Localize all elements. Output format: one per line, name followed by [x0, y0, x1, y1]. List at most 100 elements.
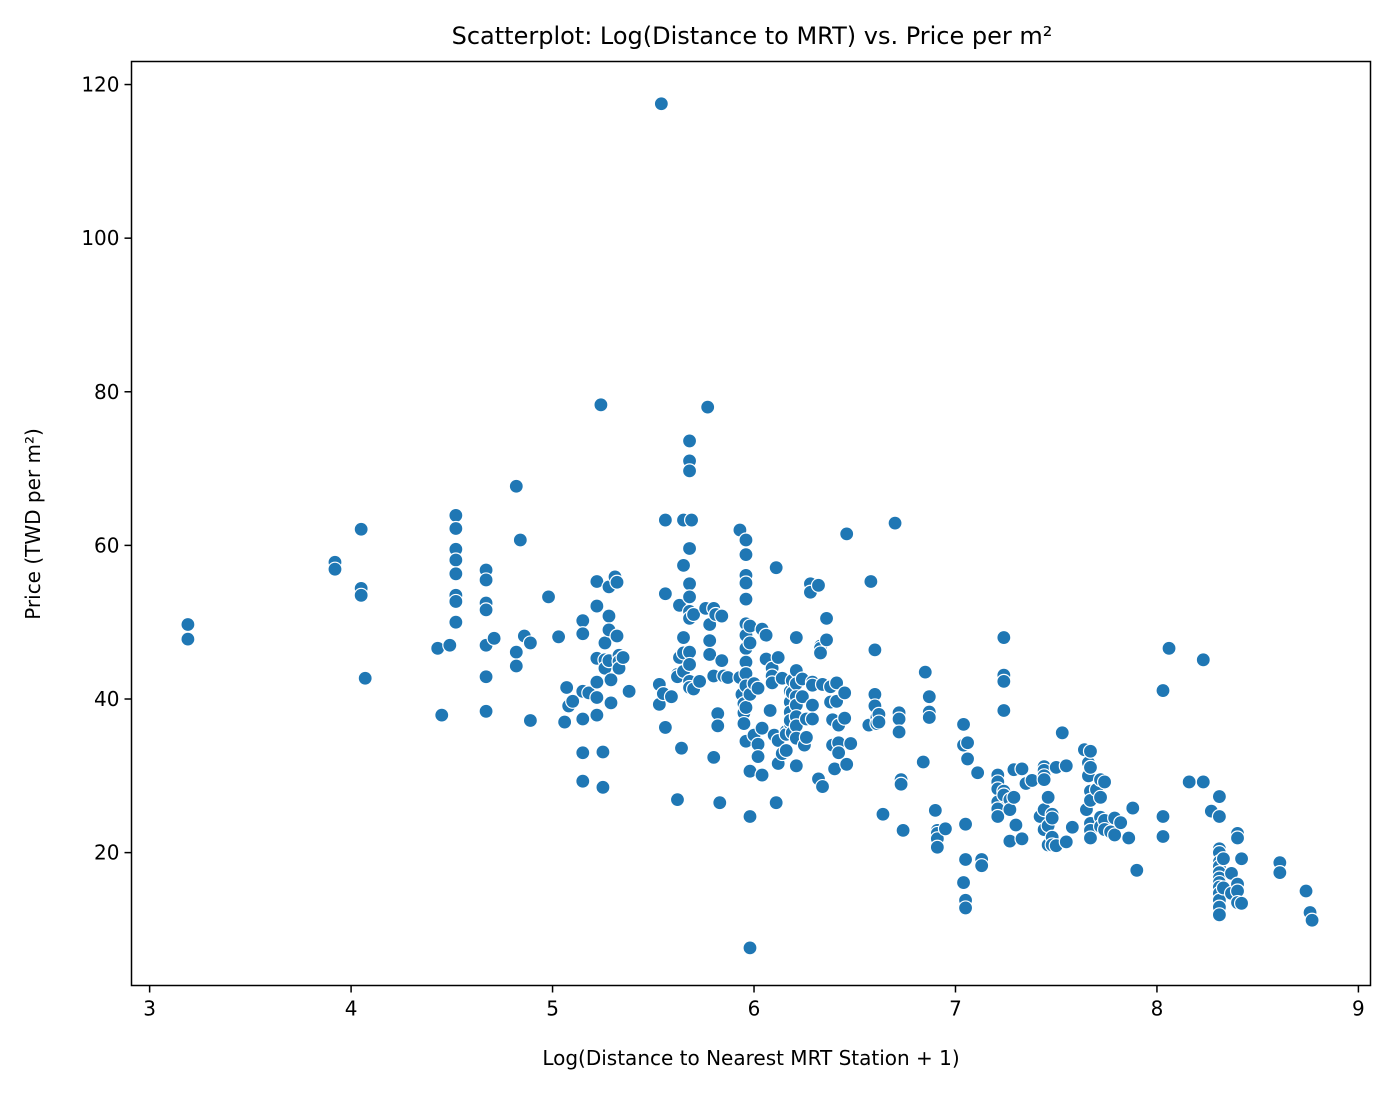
- scatter-point: [839, 756, 855, 772]
- scatter-point: [681, 576, 698, 592]
- scatter-point: [804, 697, 821, 713]
- x-tick-label: 9: [1352, 997, 1365, 1021]
- scatter-point: [575, 745, 591, 761]
- scatter-point: [788, 758, 804, 774]
- scatter-point: [180, 616, 196, 633]
- scatter-point: [714, 653, 730, 669]
- scatter-point: [738, 699, 754, 716]
- scatter-point: [768, 795, 784, 811]
- scatter-point: [738, 547, 754, 563]
- x-tick-label: 6: [748, 997, 761, 1021]
- y-tick-label: 120: [81, 73, 119, 97]
- scatter-point: [742, 635, 758, 651]
- scatter-point: [955, 874, 972, 891]
- scatter-point: [1272, 864, 1288, 881]
- scatter-point: [1092, 789, 1109, 805]
- scatter-point: [917, 664, 933, 680]
- scatter-point: [609, 574, 625, 590]
- scatter-point: [1211, 808, 1228, 825]
- scatter-point: [957, 851, 974, 868]
- scatter-point: [895, 822, 911, 838]
- scatter-point: [887, 515, 903, 531]
- scatter-point: [681, 589, 698, 605]
- scatter-point: [448, 566, 464, 582]
- scatter-point: [959, 751, 976, 767]
- scatter-point: [957, 816, 974, 832]
- scatter-point: [714, 608, 730, 624]
- scatter-point: [575, 773, 591, 789]
- scatter-point: [754, 720, 770, 736]
- scatter-point: [621, 683, 637, 699]
- x-tick-label: 8: [1151, 997, 1164, 1021]
- scatter-point: [508, 644, 524, 660]
- scatter-point: [818, 610, 835, 626]
- y-axis: 20 40 60 80 100 120: [81, 73, 132, 865]
- scatter-point: [1058, 758, 1074, 774]
- scatter-point: [1125, 800, 1141, 816]
- scatter-point: [837, 685, 853, 701]
- scatter-point: [681, 463, 698, 479]
- scatter-point: [738, 591, 754, 607]
- scatter-point: [540, 589, 557, 605]
- scatter-point: [692, 673, 708, 689]
- scatter-point: [710, 718, 726, 734]
- scatter-point: [915, 754, 931, 770]
- scatter-point: [955, 716, 972, 732]
- scatter-point: [996, 702, 1012, 719]
- scatter-point: [508, 478, 524, 494]
- scatter-point: [595, 779, 611, 795]
- scatter-point: [750, 749, 766, 765]
- scatter-point: [448, 614, 464, 630]
- scatter-point: [921, 709, 937, 726]
- scatter-point: [1058, 834, 1074, 850]
- scatter-point: [1014, 761, 1030, 777]
- scatter-point: [1008, 817, 1024, 833]
- scatter-point: [1040, 789, 1056, 805]
- scatter-point: [559, 679, 575, 696]
- scatter-point: [1082, 759, 1099, 775]
- scatter-point: [353, 521, 369, 537]
- scatter-point: [681, 540, 698, 557]
- scatter-point: [601, 608, 617, 624]
- scatter-point: [681, 656, 698, 673]
- scatter-point: [609, 628, 625, 644]
- scatter-point: [891, 711, 907, 727]
- scatter-point: [700, 399, 716, 415]
- scatter-point: [1229, 830, 1246, 846]
- scatter-point: [1107, 827, 1123, 843]
- scatter-point: [712, 795, 728, 811]
- scatter-point: [837, 710, 853, 726]
- scatter-point: [810, 577, 827, 593]
- scatter-point: [921, 689, 937, 705]
- y-tick-label: 80: [94, 380, 119, 404]
- scatter-point: [575, 626, 591, 642]
- scatter-point: [927, 802, 943, 818]
- scatter-point: [589, 707, 605, 723]
- scatter-point: [768, 560, 784, 576]
- scatter-point: [1215, 851, 1232, 867]
- scatter-point: [551, 629, 567, 645]
- scatter-point: [663, 689, 680, 705]
- scatter-point: [996, 629, 1012, 646]
- scatter-point: [831, 745, 847, 761]
- scatter-point: [758, 627, 774, 643]
- scatter-point: [448, 593, 464, 610]
- scatter-point: [1211, 907, 1228, 923]
- y-tick-label: 40: [94, 687, 119, 711]
- scatter-point: [1233, 895, 1250, 911]
- scatter-point: [589, 689, 605, 706]
- scatter-point: [673, 740, 690, 756]
- scatter-point: [478, 669, 494, 685]
- scatter-point: [669, 792, 686, 808]
- x-tick-label: 4: [345, 997, 358, 1021]
- scatter-point: [353, 587, 369, 603]
- scatter-point: [1082, 743, 1099, 759]
- scatter-point: [615, 649, 631, 666]
- scatter-point: [685, 606, 702, 623]
- chart-title: Scatterplot: Log(Distance to MRT) vs. Pr…: [452, 22, 1053, 50]
- scatter-point: [814, 778, 831, 795]
- scatter-point: [937, 821, 954, 837]
- scatter-point: [565, 693, 581, 709]
- x-tick-label: 3: [143, 997, 156, 1021]
- scatter-point: [657, 586, 673, 602]
